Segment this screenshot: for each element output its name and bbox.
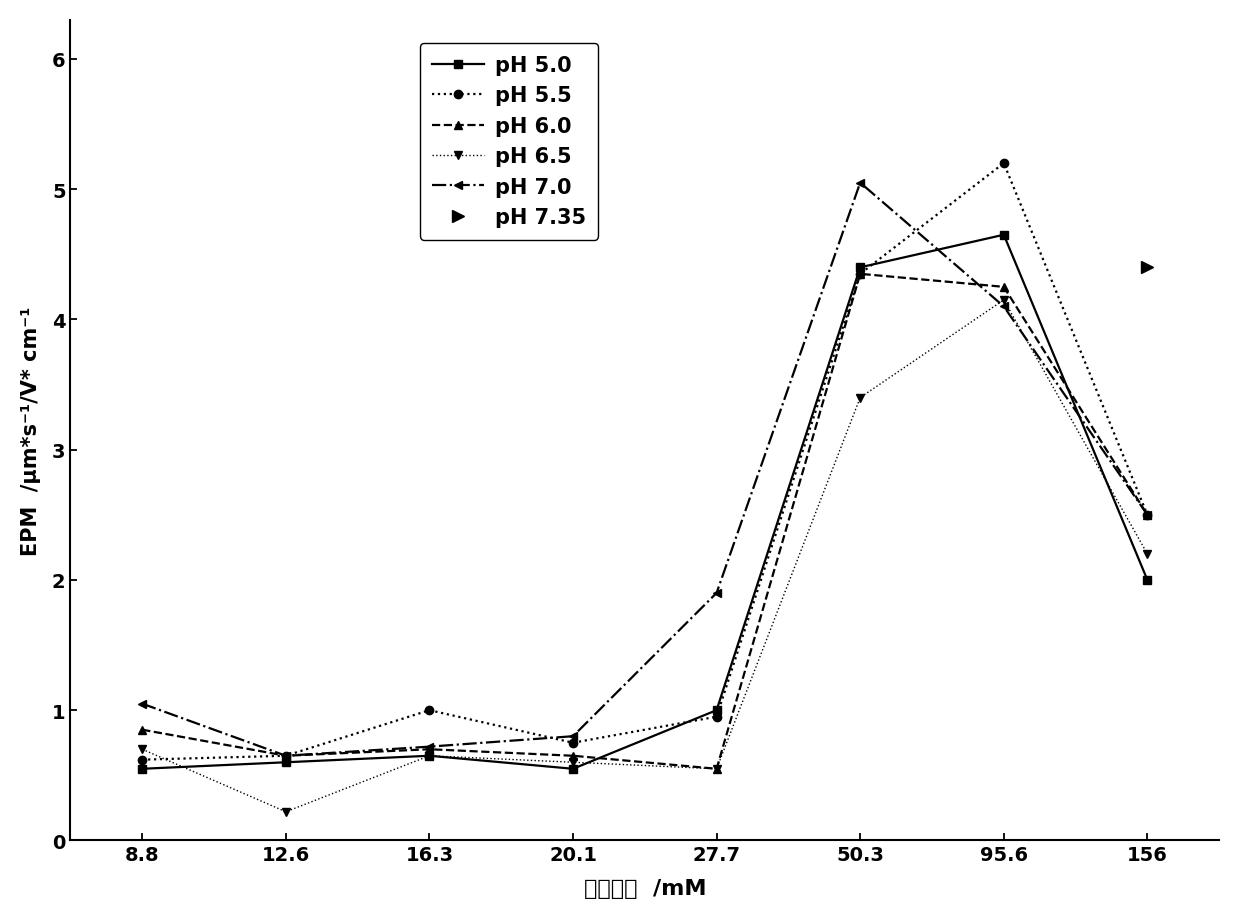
Line: pH 7.0: pH 7.0 bbox=[138, 179, 1152, 760]
pH 6.0 bbox=[422, 743, 436, 754]
pH 6.0 bbox=[565, 751, 580, 762]
Y-axis label: EPM  /μm*s⁻¹/V* cm⁻¹: EPM /μm*s⁻¹/V* cm⁻¹ bbox=[21, 306, 41, 555]
pH 5.5 bbox=[135, 754, 150, 766]
pH 5.0 bbox=[278, 757, 293, 768]
pH 6.5 bbox=[996, 295, 1011, 306]
pH 6.5 bbox=[1140, 549, 1154, 560]
Line: pH 6.5: pH 6.5 bbox=[138, 297, 1152, 816]
pH 5.5 bbox=[565, 737, 580, 748]
pH 5.0 bbox=[135, 764, 150, 775]
pH 5.0 bbox=[1140, 574, 1154, 585]
pH 5.5 bbox=[1140, 510, 1154, 521]
pH 6.0 bbox=[135, 724, 150, 735]
pH 7.0 bbox=[1140, 510, 1154, 521]
pH 5.0 bbox=[853, 263, 868, 274]
pH 7.0 bbox=[135, 698, 150, 709]
pH 5.5 bbox=[709, 711, 724, 722]
pH 5.0 bbox=[422, 751, 436, 762]
pH 7.0 bbox=[565, 731, 580, 742]
pH 7.0 bbox=[709, 588, 724, 599]
pH 5.0 bbox=[996, 230, 1011, 241]
pH 6.5 bbox=[422, 751, 436, 762]
pH 6.0 bbox=[853, 269, 868, 280]
X-axis label: 离子强度  /mM: 离子强度 /mM bbox=[584, 879, 706, 898]
pH 5.0 bbox=[565, 764, 580, 775]
pH 6.0 bbox=[1140, 510, 1154, 521]
pH 7.0 bbox=[422, 742, 436, 753]
Line: pH 5.5: pH 5.5 bbox=[138, 160, 1152, 764]
pH 6.5 bbox=[709, 764, 724, 775]
pH 6.0 bbox=[709, 764, 724, 775]
pH 5.5 bbox=[422, 705, 436, 716]
pH 6.0 bbox=[278, 751, 293, 762]
pH 6.5 bbox=[135, 743, 150, 754]
pH 7.0 bbox=[278, 751, 293, 762]
Line: pH 5.0: pH 5.0 bbox=[138, 232, 1152, 773]
pH 5.0 bbox=[709, 705, 724, 716]
pH 7.0 bbox=[996, 301, 1011, 312]
pH 5.5 bbox=[853, 269, 868, 280]
pH 6.0 bbox=[996, 282, 1011, 293]
pH 6.5 bbox=[565, 757, 580, 768]
Line: pH 6.0: pH 6.0 bbox=[138, 270, 1152, 773]
Legend: pH 5.0, pH 5.5, pH 6.0, pH 6.5, pH 7.0, pH 7.35: pH 5.0, pH 5.5, pH 6.0, pH 6.5, pH 7.0, … bbox=[419, 43, 599, 241]
pH 6.5 bbox=[853, 392, 868, 403]
pH 6.5 bbox=[278, 806, 293, 817]
pH 5.5 bbox=[278, 751, 293, 762]
pH 5.5 bbox=[996, 158, 1011, 169]
pH 7.0 bbox=[853, 178, 868, 189]
